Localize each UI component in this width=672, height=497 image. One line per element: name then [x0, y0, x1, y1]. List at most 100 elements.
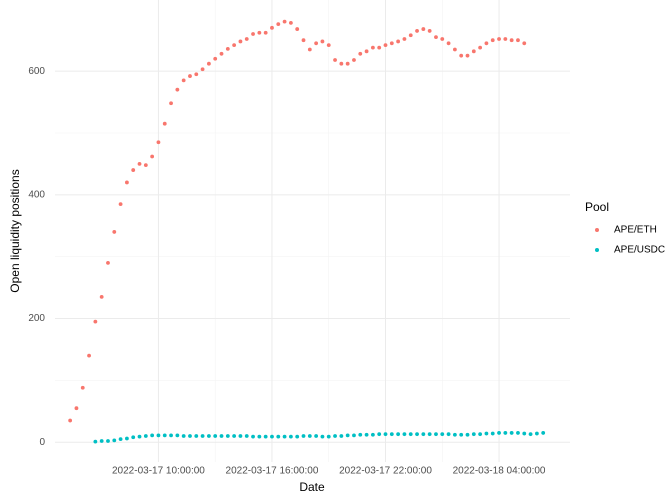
- point: [150, 433, 155, 438]
- point: [484, 41, 489, 46]
- point: [503, 431, 508, 435]
- point: [219, 434, 224, 438]
- point: [370, 432, 375, 437]
- point: [352, 433, 356, 438]
- point: [137, 434, 142, 439]
- point: [68, 418, 73, 423]
- point: [276, 22, 281, 27]
- point: [408, 33, 413, 38]
- point: [150, 154, 155, 159]
- point: [364, 49, 369, 54]
- point: [541, 431, 546, 435]
- point: [522, 41, 527, 46]
- series: [68, 19, 527, 423]
- point: [263, 30, 268, 35]
- point: [137, 161, 142, 166]
- point: [194, 434, 199, 438]
- point: [427, 432, 432, 437]
- point: [446, 41, 451, 46]
- x-tick-label: 2022-03-18 04:00:00: [453, 466, 546, 477]
- point: [169, 101, 173, 106]
- point: [471, 49, 476, 54]
- point: [118, 202, 123, 206]
- point: [352, 58, 356, 62]
- point: [93, 319, 98, 324]
- point: [106, 439, 110, 443]
- point: [194, 72, 199, 77]
- point: [516, 38, 520, 43]
- point: [131, 435, 136, 440]
- point: [421, 27, 426, 31]
- point: [389, 41, 394, 46]
- point: [459, 53, 464, 58]
- point: [288, 20, 293, 25]
- x-tick-label: 2022-03-17 22:00:00: [339, 466, 432, 477]
- point: [415, 432, 419, 437]
- point: [232, 434, 237, 438]
- point: [175, 433, 180, 438]
- point: [112, 230, 117, 234]
- point: [244, 37, 249, 41]
- point: [314, 434, 319, 438]
- point: [396, 432, 401, 437]
- point: [80, 385, 85, 390]
- grid: [55, 0, 570, 462]
- legend-label: APE/USDC: [614, 245, 665, 256]
- point: [257, 30, 262, 35]
- point: [93, 439, 98, 444]
- point: [181, 434, 186, 438]
- point: [213, 56, 218, 61]
- point: [307, 434, 312, 438]
- point: [396, 39, 401, 44]
- point: [484, 431, 489, 436]
- point: [74, 406, 79, 411]
- y-tick-label: 600: [28, 66, 45, 77]
- point: [326, 43, 331, 48]
- point: [478, 45, 483, 50]
- point: [434, 432, 438, 437]
- point: [87, 353, 91, 358]
- x-tick-label: 2022-03-17 10:00:00: [112, 466, 205, 477]
- point: [200, 67, 205, 72]
- point: [383, 43, 388, 48]
- point: [534, 431, 539, 436]
- point: [503, 37, 508, 41]
- point: [509, 38, 514, 43]
- point: [528, 432, 533, 437]
- point: [181, 78, 186, 83]
- point: [301, 434, 306, 438]
- point: [370, 45, 375, 50]
- point: [377, 432, 382, 437]
- point: [118, 437, 123, 442]
- point: [307, 47, 312, 52]
- point: [358, 432, 363, 437]
- point: [465, 432, 470, 437]
- y-axis-title: Open liquidity positions: [8, 169, 22, 292]
- point: [339, 61, 344, 66]
- y-tick-label: 0: [39, 437, 45, 448]
- point: [452, 432, 457, 437]
- point: [213, 434, 218, 438]
- point: [225, 434, 230, 438]
- point: [402, 37, 407, 41]
- point: [471, 432, 476, 437]
- point: [99, 439, 104, 443]
- point: [251, 32, 255, 36]
- y-tick-label: 200: [28, 313, 45, 324]
- point: [490, 38, 495, 43]
- point: [345, 61, 350, 66]
- point: [490, 431, 495, 436]
- point: [459, 432, 464, 437]
- point: [106, 260, 110, 265]
- point: [188, 434, 192, 438]
- point: [282, 434, 287, 439]
- point: [188, 74, 192, 78]
- point: [421, 432, 426, 437]
- point: [162, 433, 167, 438]
- point: [238, 39, 243, 44]
- point: [112, 438, 117, 443]
- point: [169, 433, 173, 438]
- point: [143, 434, 148, 438]
- point: [156, 433, 161, 438]
- point: [207, 61, 211, 66]
